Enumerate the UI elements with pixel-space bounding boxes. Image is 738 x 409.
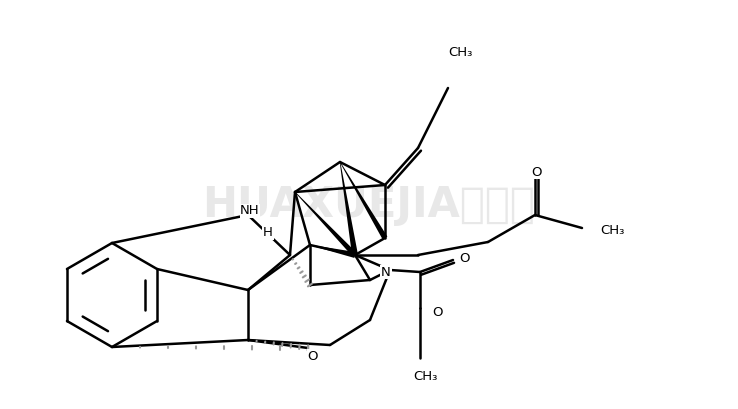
Text: N: N [381,265,391,279]
Text: O: O [308,350,318,362]
Text: NH: NH [240,204,260,218]
Text: H: H [263,227,273,240]
Polygon shape [339,162,387,239]
Text: O: O [531,166,541,178]
Text: CH₃: CH₃ [413,370,437,383]
Text: CH₃: CH₃ [600,223,624,236]
Polygon shape [294,192,357,257]
Text: HUAXUEJIA化学家: HUAXUEJIA化学家 [202,184,536,225]
Text: CH₃: CH₃ [448,45,472,58]
Polygon shape [310,245,356,258]
Text: O: O [459,252,469,265]
Polygon shape [339,162,358,256]
Text: O: O [432,306,443,319]
